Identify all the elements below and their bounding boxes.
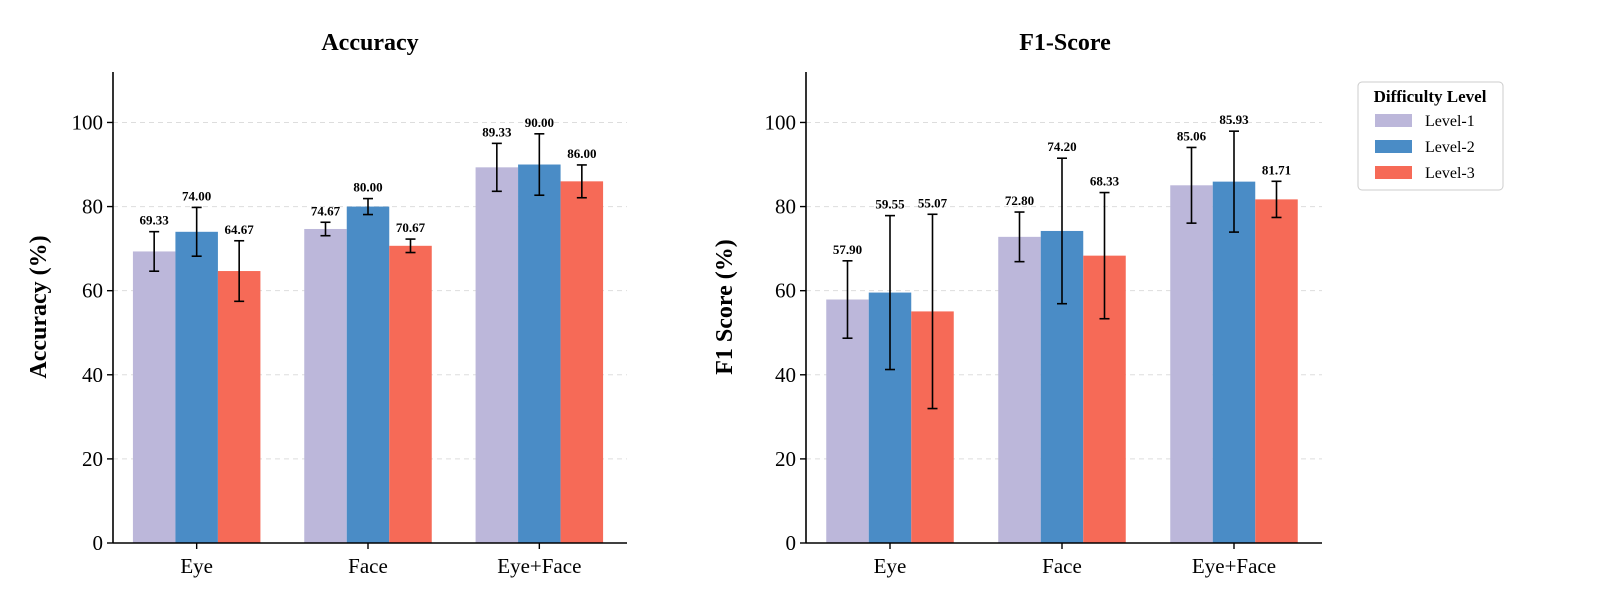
f1-y-tick-label-20: 20	[775, 447, 796, 471]
accuracy-bar-face-level-3	[389, 245, 432, 543]
f1-x-ticks: Eye Face Eye+Face	[874, 543, 1276, 578]
f1-value-label-eye-face-level-1: 85.06	[1177, 128, 1207, 143]
accuracy-value-label-face-level-1: 74.67	[311, 203, 341, 218]
accuracy-y-ticks: 0 20 40 60 80 100	[72, 110, 113, 555]
f1-value-label-eye-face-level-3: 81.71	[1262, 162, 1291, 177]
accuracy-value-label-eye-face-level-2: 90.00	[525, 115, 554, 130]
legend-swatch-level-3	[1375, 166, 1412, 179]
f1-bar-eye-face-level-2	[1212, 181, 1256, 543]
accuracy-bar-face-level-1	[304, 228, 347, 544]
accuracy-y-tick-label-100: 100	[72, 110, 104, 134]
f1-bar-eye-face-level-3	[1255, 199, 1298, 544]
accuracy-bar-eye-face-level-2	[518, 164, 561, 543]
accuracy-bar-eye-level-3	[217, 271, 261, 543]
legend-label-level-2: Level-2	[1425, 139, 1475, 156]
f1-value-label-eye-level-1: 57.90	[833, 242, 862, 257]
f1-y-tick-label-0: 0	[786, 531, 797, 555]
accuracy-value-label-eye-level-1: 69.33	[140, 213, 170, 228]
legend-label-level-3: Level-3	[1425, 165, 1475, 182]
legend-swatch-level-2	[1375, 140, 1412, 153]
f1-x-tick-label-face: Face	[1042, 554, 1082, 578]
accuracy-y-tick-label-0: 0	[93, 531, 104, 555]
f1-y-tick-label-60: 60	[775, 279, 796, 303]
f1-bar-face-level-1	[998, 236, 1041, 543]
accuracy-x-tick-label-eye: Eye	[180, 554, 213, 578]
f1-y-tick-label-80: 80	[775, 195, 796, 219]
accuracy-bar-face-level-2	[346, 206, 390, 544]
f1-x-tick-label-eye: Eye	[874, 554, 907, 578]
accuracy-y-tick-label-60: 60	[82, 279, 103, 303]
f1-title: F1-Score	[1019, 30, 1111, 56]
f1-bars: 57.90 59.55 55.07 72.80 74.20 68.33 85.06 85.93…	[826, 112, 1298, 544]
f1-bar-eye-face-level-1	[1170, 185, 1213, 543]
accuracy-y-tick-label-40: 40	[82, 363, 103, 387]
f1-panel: F1-Score F1 Score (%) 57.90 59.55 55.07 72.…	[712, 30, 1322, 578]
accuracy-x-ticks: Eye Face Eye+Face	[180, 543, 581, 578]
accuracy-bar-eye-level-2	[175, 231, 218, 543]
accuracy-value-label-face-level-3: 70.67	[396, 220, 426, 235]
accuracy-y-tick-label-80: 80	[82, 195, 103, 219]
f1-value-label-face-level-2: 74.20	[1047, 139, 1076, 154]
legend-swatch-level-1	[1375, 114, 1412, 127]
accuracy-bars: 69.33 74.00 64.67 74.67 80.00 70.67 89.33 90.00…	[132, 115, 604, 544]
legend-label-level-1: Level-1	[1425, 113, 1475, 130]
f1-y-tick-label-40: 40	[775, 363, 796, 387]
accuracy-y-tick-label-20: 20	[82, 447, 103, 471]
accuracy-value-label-eye-level-2: 74.00	[182, 188, 211, 203]
accuracy-panel: Accuracy Accuracy (%) 69.33 74.00 64.67 74.…	[26, 30, 627, 578]
f1-y-tick-label-100: 100	[765, 110, 797, 134]
accuracy-value-label-eye-level-3: 64.67	[225, 222, 255, 237]
f1-value-label-face-level-1: 72.80	[1005, 193, 1034, 208]
accuracy-bar-eye-face-level-3	[560, 181, 604, 543]
accuracy-x-tick-label-eye-face: Eye+Face	[497, 554, 581, 578]
f1-value-label-eye-face-level-2: 85.93	[1219, 112, 1249, 127]
f1-y-ticks: 0 20 40 60 80 100	[765, 110, 806, 555]
f1-value-label-eye-level-2: 59.55	[875, 197, 905, 212]
accuracy-bar-eye-face-level-1	[475, 167, 519, 543]
accuracy-bar-eye-level-1	[132, 251, 176, 543]
f1-y-axis-label: F1 Score (%)	[712, 239, 738, 375]
accuracy-x-tick-label-face: Face	[348, 554, 388, 578]
legend-title: Difficulty Level	[1374, 87, 1487, 106]
f1-bar-eye-level-1	[826, 299, 869, 543]
accuracy-value-label-face-level-2: 80.00	[353, 180, 382, 195]
f1-value-label-eye-level-3: 55.07	[918, 195, 948, 210]
f1-value-label-face-level-3: 68.33	[1090, 174, 1120, 189]
accuracy-title: Accuracy	[321, 30, 418, 56]
accuracy-value-label-eye-face-level-3: 86.00	[567, 146, 596, 161]
accuracy-y-axis-label: Accuracy (%)	[26, 235, 52, 378]
accuracy-value-label-eye-face-level-1: 89.33	[482, 124, 512, 139]
legend-frame	[1357, 81, 1504, 191]
f1-x-tick-label-eye-face: Eye+Face	[1192, 554, 1276, 578]
legend: Difficulty Level Level-1 Level-2 Level-3	[1357, 81, 1504, 191]
